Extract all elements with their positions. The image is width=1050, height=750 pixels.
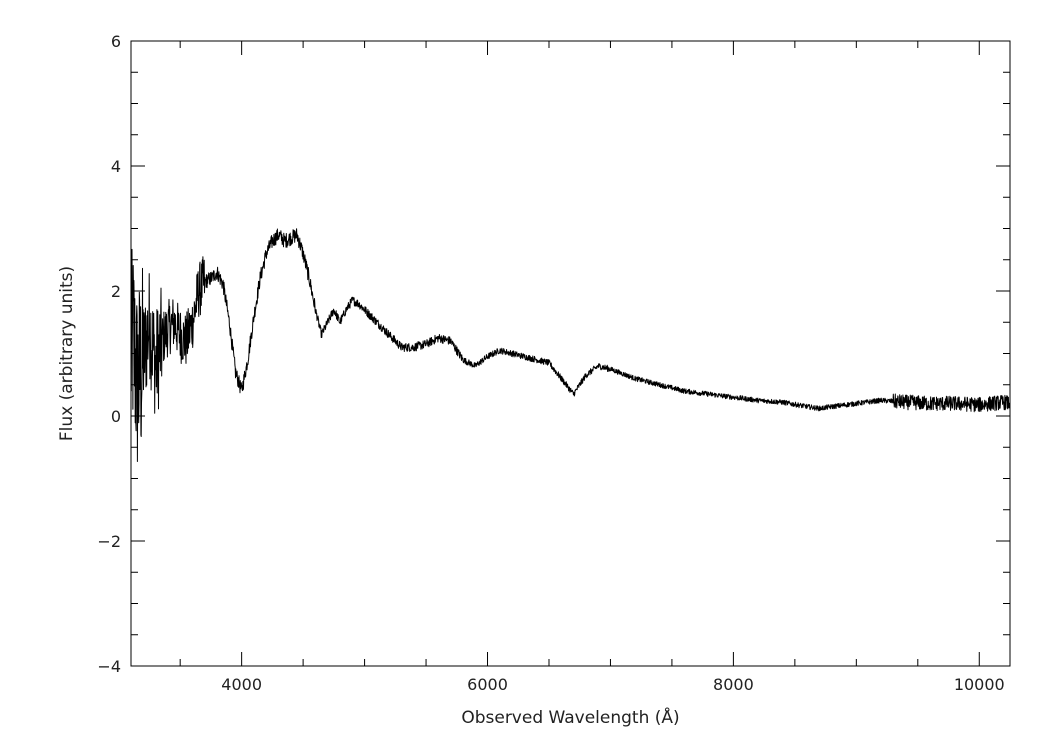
x-tick-label: 10000 xyxy=(954,675,1005,694)
y-tick-label: 2 xyxy=(111,282,121,301)
x-axis-label: Observed Wavelength (Å) xyxy=(461,706,679,728)
plot-frame xyxy=(130,40,1011,667)
x-tick-label: 6000 xyxy=(467,675,508,694)
y-tick-label: 4 xyxy=(111,157,121,176)
y-tick-label: 6 xyxy=(111,32,121,51)
x-tick-label: 8000 xyxy=(713,675,754,694)
y-tick-label: −2 xyxy=(97,532,121,551)
x-tick-label: 4000 xyxy=(221,675,262,694)
y-tick-label: −4 xyxy=(97,657,121,676)
spectrum-series-line xyxy=(130,228,1011,462)
axis-ticks xyxy=(131,40,1010,667)
y-tick-label: 0 xyxy=(111,407,121,426)
tick-labels: 4000 6000 8000 10000 −4 −2 0 2 4 6 xyxy=(97,32,1004,694)
y-axis-label: Flux (arbitrary units) xyxy=(57,266,77,441)
